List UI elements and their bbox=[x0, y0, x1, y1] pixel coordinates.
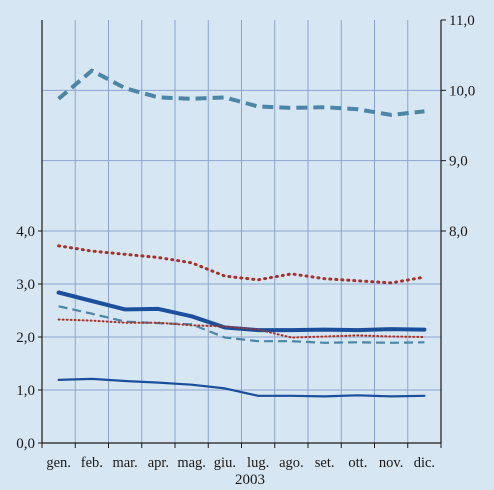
left-axis-tick-label: 2,0 bbox=[16, 330, 35, 346]
right-axis-tick-label: 10,0 bbox=[449, 83, 475, 99]
x-axis-tick-label: ago. bbox=[279, 455, 304, 471]
x-axis-tick-label: gen. bbox=[46, 455, 71, 471]
right-axis-tick-label: 11,0 bbox=[449, 13, 475, 29]
tick-labels: 0,0 1,0 2,0 3,0 4,0 8,0 9,0 10,0 11,0 gen. feb. mar… bbox=[16, 13, 475, 471]
series-line-2 bbox=[57, 244, 426, 285]
series-line-3 bbox=[56, 290, 427, 333]
x-axis-tick-label: ott. bbox=[348, 455, 367, 471]
series-line-5 bbox=[57, 318, 426, 339]
left-axis-tick-label: 3,0 bbox=[16, 277, 35, 293]
left-axis-tick-label: 0,0 bbox=[16, 436, 35, 452]
series-line-1 bbox=[57, 68, 425, 117]
x-axis-tick-label: set. bbox=[315, 455, 335, 471]
axes bbox=[38, 19, 446, 448]
gridlines bbox=[42, 20, 441, 443]
series-line-4 bbox=[58, 305, 425, 344]
x-axis-tick-label: apr. bbox=[148, 455, 169, 471]
left-axis-tick-label: 4,0 bbox=[16, 224, 35, 240]
series-lines bbox=[56, 68, 427, 398]
right-axis-tick-label: 9,0 bbox=[449, 154, 468, 170]
x-axis-tick-label: mar. bbox=[112, 455, 137, 471]
left-axis-tick-label: 1,0 bbox=[16, 383, 35, 399]
x-axis-tick-label: feb. bbox=[81, 455, 103, 471]
x-axis-tick-label: giu. bbox=[214, 455, 236, 471]
series-line-6 bbox=[57, 377, 426, 398]
right-axis-tick-label: 8,0 bbox=[449, 224, 468, 240]
x-axis-tick-label: lug. bbox=[247, 455, 269, 471]
x-axis-tick-label: dic. bbox=[414, 455, 435, 471]
x-axis-tick-label: nov. bbox=[379, 455, 403, 471]
x-axis-tick-label: mag. bbox=[177, 455, 206, 471]
x-axis-label: 2003 bbox=[235, 472, 265, 488]
